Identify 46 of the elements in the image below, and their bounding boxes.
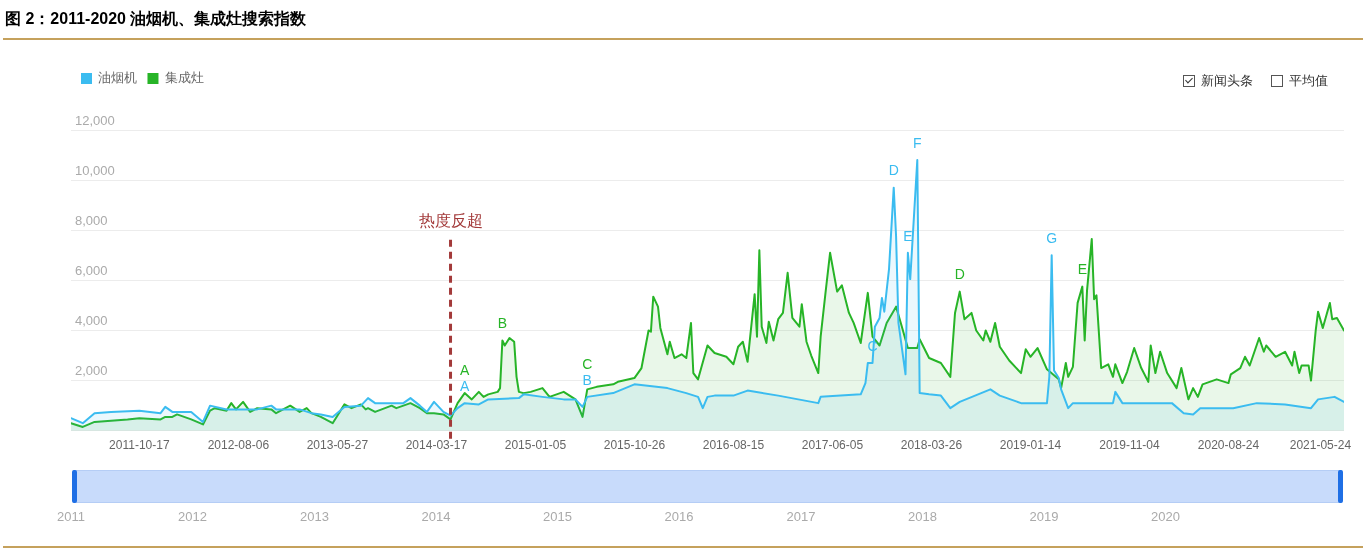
x-tick-label: 2018-03-26 xyxy=(900,438,963,453)
y-tick-label: 2,000 xyxy=(74,363,108,379)
x-tick-label: 2019-01-14 xyxy=(999,438,1062,453)
x-tick-label: 2017-06-05 xyxy=(801,438,864,453)
annotation: A xyxy=(460,362,470,378)
x-tick-label: 2019-11-04 xyxy=(1099,438,1161,453)
x2-tick-label: 2017 xyxy=(786,509,816,525)
x2-tick-label: 2019 xyxy=(1029,509,1059,525)
x-tick-label: 2020-08-24 xyxy=(1197,438,1260,453)
annotation: D xyxy=(888,162,899,179)
x-tick-label: 2016-08-15 xyxy=(702,438,765,453)
annotation: B xyxy=(582,371,592,388)
y-tick-label: 4,000 xyxy=(74,313,108,329)
text: 平均值 xyxy=(1289,72,1328,90)
annotation: G xyxy=(1046,230,1058,247)
x2-tick-label: 2012 xyxy=(178,509,207,525)
y-tick-label: 6,000 xyxy=(74,262,108,278)
x-tick-label: 2015-01-05 xyxy=(504,438,567,453)
annotation: F xyxy=(913,134,922,151)
x-tick-label: 2014-03-17 xyxy=(405,438,468,453)
x-tick-label: 2012-08-06 xyxy=(207,438,270,453)
x2-tick-label: 2011 xyxy=(56,509,85,525)
x-tick-label: 2013-05-27 xyxy=(306,438,369,453)
legend-label: 油烟机 xyxy=(98,70,138,86)
x2-tick-label: 2014 xyxy=(421,509,451,525)
x2-tick-label: 2015 xyxy=(543,509,572,525)
chart-title: 图 2：2011-2020 油烟机、集成灶搜索指数 xyxy=(5,9,307,29)
x-tick-label: 2021-05-24 xyxy=(1289,438,1352,453)
x2-tick-label: 2013 xyxy=(299,509,329,525)
x2-tick-label: 2018 xyxy=(907,509,937,525)
annotation: D xyxy=(954,266,965,283)
y-tick-label: 10,000 xyxy=(74,162,115,178)
annotation: E xyxy=(903,227,913,244)
annotation: C xyxy=(582,355,593,372)
y-tick-label: 12,000 xyxy=(74,112,115,128)
x2-tick-label: 2016 xyxy=(664,509,694,525)
annotation: B xyxy=(497,315,508,332)
text: 新闻头条 xyxy=(1201,72,1253,90)
annotation: E xyxy=(1077,261,1087,278)
annotation: A xyxy=(460,378,470,394)
ref-line-label: 热度反超 xyxy=(418,211,483,231)
y-tick-label: 8,000 xyxy=(74,212,108,228)
x-tick-label: 2015-10-26 xyxy=(603,438,666,453)
x2-tick-label: 2020 xyxy=(1151,509,1180,525)
x-tick-label: 2011-10-17 xyxy=(109,438,170,453)
legend-label: 集成灶 xyxy=(164,70,204,86)
